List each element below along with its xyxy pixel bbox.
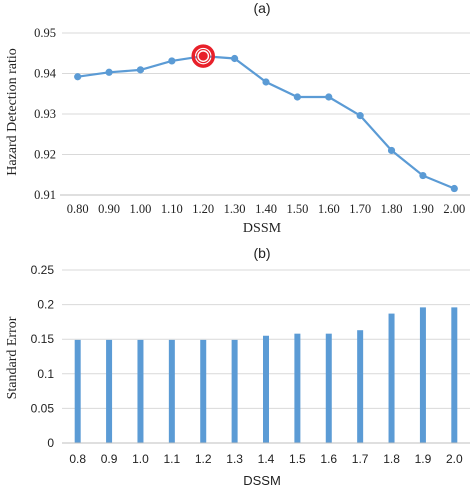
highlight-marker [191,44,215,68]
x-tick-label: 0.9 [101,452,118,466]
x-tick-label: 1.2 [195,452,212,466]
x-tick-label: 1.30 [224,202,246,216]
data-point [387,146,396,155]
bar [74,339,81,443]
x-tick-label: 1.40 [255,202,277,216]
highlight-dot [198,51,208,61]
x-tick-label: 1.20 [192,202,214,216]
data-point [262,78,270,86]
x-tick-label: 1.50 [286,202,308,216]
x-axis-title: DSSM [243,221,282,236]
y-tick-label: 0.92 [34,148,56,162]
line-chart-panel: (a) 0.91 0.92 0.93 0.94 0.95 0.80 0.90 1.00 1.1… [5,0,470,236]
x-tick-label: 1.9 [415,452,432,466]
x-tick-label: 0.80 [67,202,89,216]
bar [106,339,113,443]
bar [231,339,238,443]
data-point [136,66,145,74]
bar [388,313,395,443]
y-tick-label: 0.94 [34,67,57,81]
x-tick-label: 1.4 [258,452,275,466]
x-tick-labels: 0.80 0.90 1.00 1.10 1.20 1.30 1.40 1.50 1.60 1.70… [67,202,465,216]
data-point [105,68,113,76]
data-point [168,57,176,65]
y-tick-label: 0.25 [31,263,55,277]
x-tick-label: 1.5 [289,452,306,466]
bar [137,339,144,443]
x-tick-label: 1.8 [383,452,400,466]
x-tick-label: 1.60 [318,202,340,216]
y-tick-label: 0.1 [37,367,54,381]
bar [263,335,269,443]
x-tick-labels: 0.8 0.9 1.0 1.1 1.2 1.3 1.4 1.5 1.6 1.7 1.8 1.9 2.0 [69,452,463,466]
y-tick-label: 0.93 [34,107,56,121]
grid-lines [62,32,470,155]
y-axis-title: Standard Error [5,316,20,399]
y-tick-label: 0.05 [31,401,55,415]
data-point [450,184,458,193]
x-tick-label: 2.0 [446,452,463,466]
x-tick-label: 1.6 [320,452,337,466]
bar [451,307,458,443]
y-tick-labels: 0 0.05 0.1 0.15 0.2 0.25 [31,263,55,450]
x-tick-label: 1.90 [412,202,434,216]
x-tick-label: 2.00 [443,202,465,216]
bar [294,333,301,443]
series-line [77,54,455,190]
x-tick-label: 1.70 [349,202,371,216]
x-tick-label: 0.8 [69,452,86,466]
panel-b-label: (b) [253,245,270,261]
data-point [325,93,333,101]
x-tick-label: 1.0 [132,452,149,466]
data-point [231,54,239,63]
x-tick-label: 1.3 [226,452,243,466]
bar [325,333,332,443]
bar-chart-panel: (b) 0 0.05 0.1 0.15 0.2 0.25 0.8 0.9 1.0 1.1 1.2 1… [5,245,470,488]
y-axis-title: Hazard Detection ratio [5,48,20,176]
highlight-ring [191,44,215,68]
y-tick-label: 0.15 [31,332,55,346]
y-tick-label: 0 [47,436,54,450]
bar [357,330,364,443]
x-tick-label: 1.10 [161,202,183,216]
bars [74,307,458,443]
y-tick-label: 0.95 [34,26,56,40]
y-tick-label: 0.91 [34,188,56,202]
x-axis-title: DSSM [243,473,281,488]
x-tick-label: 1.1 [164,452,181,466]
bar [200,339,207,443]
x-tick-label: 1.00 [130,202,152,216]
data-point [356,112,364,120]
x-tick-label: 0.90 [98,202,120,216]
bar [168,339,175,443]
x-tick-label: 1.80 [381,202,403,216]
x-tick-label: 1.7 [352,452,369,466]
y-tick-labels: 0.91 0.92 0.93 0.94 0.95 [34,26,57,202]
data-point [74,73,82,81]
data-point [419,171,427,180]
y-tick-label: 0.2 [37,298,54,312]
panel-a-label: (a) [253,0,270,16]
data-point [293,93,301,101]
bar [419,307,426,443]
